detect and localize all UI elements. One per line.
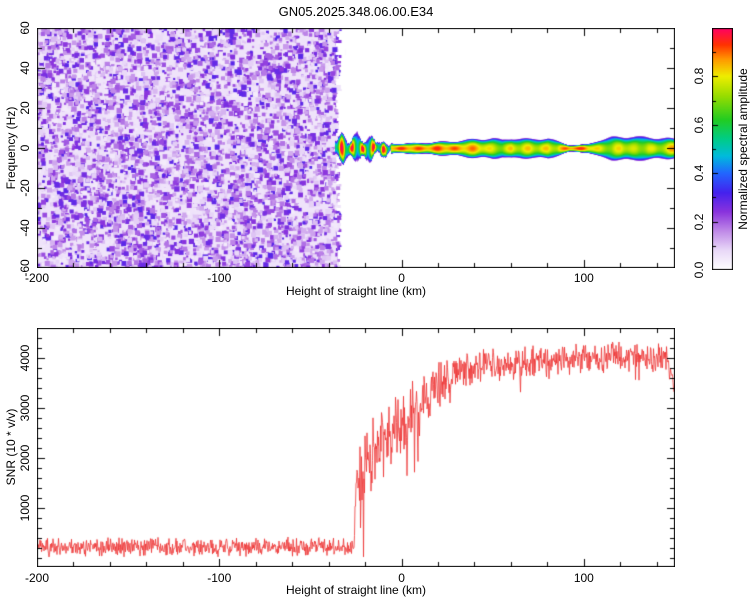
spectrogram-y-tick-label: 40 bbox=[18, 61, 32, 75]
snr-x-axis-label: Height of straight line (km) bbox=[285, 583, 427, 597]
colorbar-tick-label: 0.8 bbox=[692, 68, 706, 85]
snr-y-tick-label: 3000 bbox=[18, 394, 32, 422]
spectrogram-canvas bbox=[37, 28, 675, 268]
snr-y-tick-label: 4000 bbox=[18, 344, 32, 372]
spectrogram-panel bbox=[37, 28, 675, 268]
colorbar-tick-label: 0.2 bbox=[692, 213, 706, 230]
snr-x-tick-label: 100 bbox=[573, 571, 594, 585]
colorbar-tick-label: 0.6 bbox=[692, 116, 706, 134]
spectrogram-x-tick-label: 100 bbox=[573, 271, 594, 285]
snr-x-tick-label: -200 bbox=[24, 571, 50, 585]
spectrogram-x-tick-label: -100 bbox=[207, 271, 232, 285]
spectrogram-y-tick-label: -60 bbox=[18, 259, 32, 277]
spectrogram-y-tick-label: 60 bbox=[18, 21, 32, 35]
spectrogram-x-axis-label: Height of straight line (km) bbox=[285, 284, 427, 298]
colorbar-tick-label: 0.4 bbox=[692, 164, 706, 182]
snr-y-tick-label: 2000 bbox=[18, 444, 32, 472]
colorbar-label: Normalized spectral amplitude bbox=[736, 68, 750, 230]
snr-panel bbox=[37, 328, 675, 567]
snr-line-canvas bbox=[37, 328, 675, 567]
spectrogram-y-tick-label: -40 bbox=[18, 219, 32, 237]
snr-x-tick-label: 0 bbox=[398, 571, 405, 585]
colorbar-tick-label: 0.0 bbox=[692, 261, 706, 279]
snr-y-tick-label: 1000 bbox=[18, 494, 32, 522]
spectrogram-y-tick-label: 0 bbox=[18, 144, 32, 152]
spectrogram-x-tick-label: 0 bbox=[398, 271, 405, 285]
spectrogram-y-tick-label: 20 bbox=[18, 101, 32, 115]
snr-y-axis-label: SNR (10 * v/v) bbox=[4, 408, 18, 486]
figure-title: GN05.2025.348.06.00.E34 bbox=[278, 4, 434, 19]
spectrogram-y-tick-label: -20 bbox=[18, 179, 32, 197]
colorbar-panel bbox=[712, 28, 733, 270]
spectrogram-x-tick-label: -200 bbox=[24, 271, 50, 285]
snr-x-tick-label: -100 bbox=[207, 571, 232, 585]
colorbar-gradient bbox=[712, 28, 733, 270]
spectrogram-y-axis-label: Frequency (Hz) bbox=[4, 106, 18, 190]
